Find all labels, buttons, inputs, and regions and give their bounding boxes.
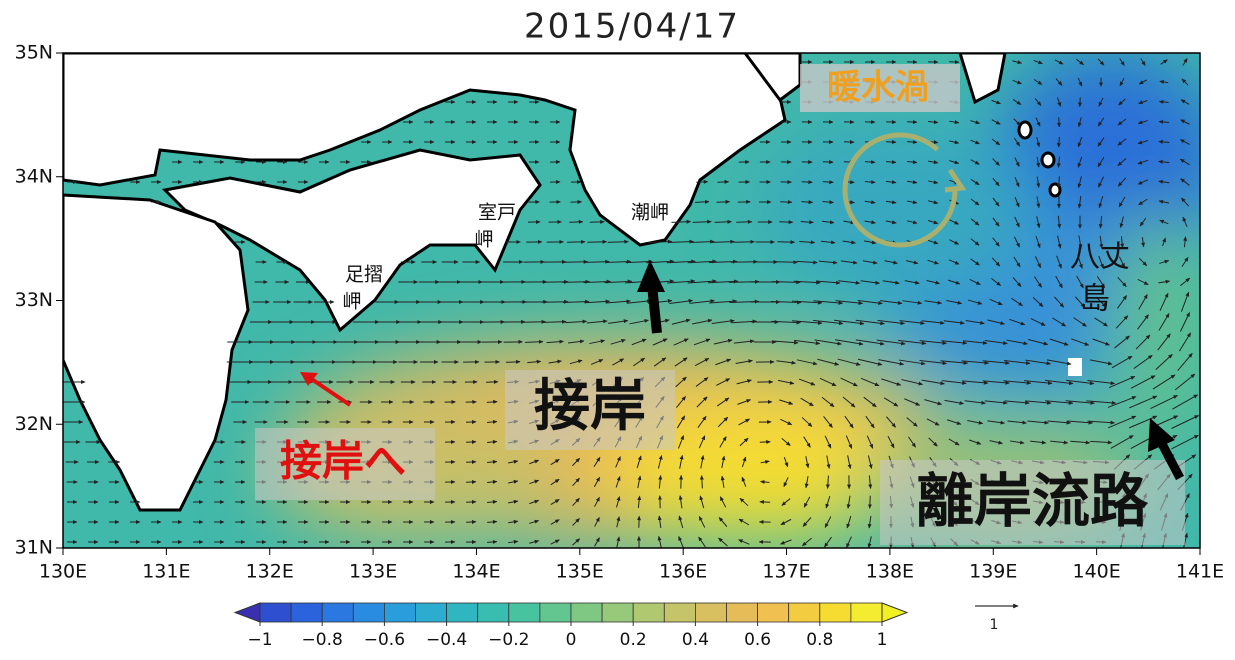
colorbar-swatch	[820, 603, 851, 622]
current-vector	[506, 362, 520, 363]
current-vector	[716, 202, 729, 203]
place-name: 岬	[474, 229, 493, 251]
current-vector	[590, 222, 604, 223]
place-name: 足摺	[345, 264, 383, 286]
current-vector	[487, 542, 497, 543]
colorbar-tick-label: 0.4	[682, 630, 709, 650]
colorbar-swatch	[478, 603, 509, 622]
colorbar: −1 −0.8 −0.6 −0.4 −0.2 0 0.2 0.4 0.6 0.8 1	[235, 603, 907, 650]
place-name: 潮岬	[631, 202, 669, 224]
colorbar-swatch	[758, 603, 789, 622]
colorbar-under	[235, 603, 260, 622]
x-tick-label: 133E	[349, 561, 397, 583]
x-tick-label: 138E	[866, 561, 914, 583]
x-tick-label: 140E	[1072, 561, 1120, 583]
x-tick-label: 131E	[142, 561, 190, 583]
current-vector	[949, 62, 959, 63]
x-tick-label: 130E	[39, 561, 87, 583]
colorbar-swatch	[540, 603, 571, 622]
offshore-path-label: 離岸流路	[916, 467, 1149, 535]
x-tick-label: 132E	[246, 561, 294, 583]
colorbar-swatch	[291, 603, 322, 622]
colorbar-swatch	[509, 603, 540, 622]
title: 2015/04/17	[524, 7, 740, 47]
current-vector	[907, 122, 917, 123]
current-vector	[695, 202, 709, 203]
x-tick-label: 141E	[1176, 561, 1224, 583]
colorbar-swatch	[664, 603, 695, 622]
x-tick-label: 136E	[659, 561, 707, 583]
colorbar-tick-label: −1	[247, 630, 272, 650]
colorbar-swatch	[416, 603, 447, 622]
current-vector	[1059, 117, 1060, 127]
current-vector	[775, 262, 798, 263]
colorbar-swatch	[571, 603, 602, 622]
black-arrow	[652, 285, 657, 333]
colorbar-swatch	[260, 603, 291, 622]
colorbar-tick-label: 0.8	[806, 630, 833, 650]
approach-label: 接岸	[534, 374, 646, 439]
colorbar-swatch	[602, 603, 633, 622]
current-vector	[717, 182, 728, 183]
x-tick-label: 137E	[762, 561, 810, 583]
current-vector	[886, 142, 896, 143]
place-name: 室戸	[478, 202, 516, 224]
x-tick-label: 139E	[969, 561, 1017, 583]
x-tick-label: 135E	[556, 561, 604, 583]
colorbar-swatch	[322, 603, 353, 622]
colorbar-swatch	[851, 603, 882, 622]
colorbar-tick-label: −0.8	[302, 630, 343, 650]
y-tick-label: 33N	[15, 289, 53, 311]
current-vector	[777, 242, 794, 243]
reference-vector-label: 1	[990, 617, 999, 633]
place-name: 島	[1080, 282, 1110, 317]
warm-eddy-label: 暖水渦	[827, 68, 929, 108]
colorbar-tick-label: −0.2	[488, 630, 529, 650]
current-vector	[760, 442, 770, 443]
current-vector	[564, 262, 587, 263]
y-tick-label: 32N	[15, 413, 53, 435]
y-tick-label: 35N	[15, 42, 53, 64]
place-name: 岬	[342, 291, 361, 313]
current-vector	[865, 162, 875, 163]
colorbar-tick-label: 0.6	[744, 630, 771, 650]
colorbar-tick-label: −0.4	[426, 630, 467, 650]
current-vector	[587, 242, 606, 243]
colorbar-swatch	[727, 603, 758, 622]
colorbar-swatch	[384, 603, 415, 622]
place-name: 八丈	[1070, 240, 1130, 275]
colorbar-tick-label: 1	[877, 630, 888, 650]
current-vector	[1059, 137, 1060, 147]
current-vector	[715, 222, 732, 223]
colorbar-swatch	[633, 603, 664, 622]
y-tick-label: 34N	[15, 165, 53, 187]
colorbar-swatch	[695, 603, 726, 622]
current-vector	[802, 182, 813, 183]
colorbar-tick-label: 0	[566, 630, 577, 650]
colorbar-over	[882, 603, 907, 622]
toward-approach-label: 接岸へ	[280, 437, 406, 486]
current-vector	[696, 182, 707, 183]
y-tick-label: 31N	[15, 537, 53, 559]
x-tick-label: 134E	[452, 561, 500, 583]
colorbar-swatch	[353, 603, 384, 622]
colorbar-swatch	[789, 603, 820, 622]
colorbar-swatch	[447, 603, 478, 622]
colorbar-tick-label: 0.2	[620, 630, 647, 650]
colorbar-tick-label: −0.6	[364, 630, 405, 650]
current-vector	[823, 162, 833, 163]
current-vector	[525, 342, 543, 343]
